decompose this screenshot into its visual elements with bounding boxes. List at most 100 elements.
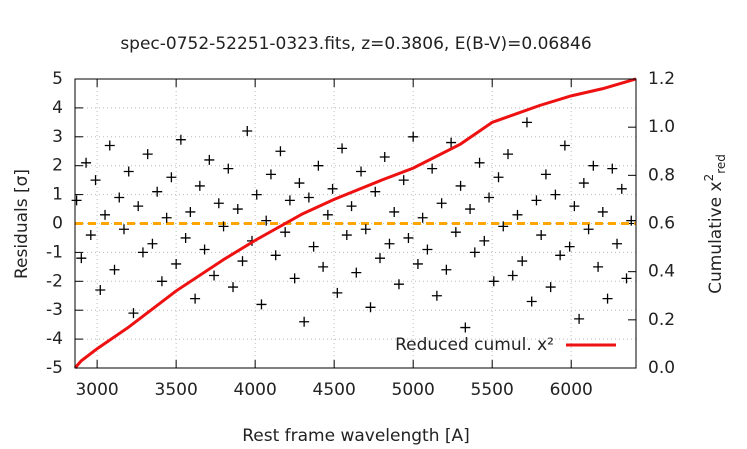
residual-point [431,290,442,301]
residual-point [422,244,433,255]
residual-point [147,238,158,249]
residual-point [502,149,513,160]
residual-point [450,227,461,238]
y-tick-label: 5 [52,69,63,89]
y-tick-label: -4 [46,329,63,349]
y2-tick-label: 0.0 [648,358,675,378]
residual-point [128,308,139,319]
residual-point [507,270,518,281]
residual-point [460,322,471,333]
residual-point [133,201,144,212]
residual-point [318,261,329,272]
residual-point [265,169,276,180]
residual-point [261,215,272,226]
residual-point [171,258,182,269]
residual-point [408,131,419,142]
residual-point [493,172,504,183]
chart-title: spec-0752-52251-0323.fits, z=0.3806, E(B… [120,34,591,54]
residual-point [559,140,570,151]
residual-point [270,250,281,261]
residual-point [175,134,186,145]
residual-point [327,183,338,194]
y2-tick-label: 0.2 [648,310,675,330]
residual-point [593,261,604,272]
residual-point [242,126,253,137]
residual-point [446,137,457,148]
residual-point [465,204,476,215]
y-tick-label: -2 [46,271,63,291]
residual-point [517,256,528,267]
residual-point [621,273,632,284]
y2-label-text: Cumulative x [706,181,726,294]
residual-point [578,178,589,189]
residual-point [280,227,291,238]
residual-point [474,157,485,168]
residual-point [142,149,153,160]
x-tick-label: 6000 [550,380,593,400]
residual-point [137,247,148,258]
residual-point [299,316,310,327]
plot-frame [74,78,637,369]
y2-axis-label: Cumulative x2red [702,154,728,294]
x-tick-label: 3000 [75,380,118,400]
residual-point [374,253,385,264]
residual-point [199,244,210,255]
y-tick-label: 3 [52,127,63,147]
residual-point [275,146,286,157]
residual-point [479,235,490,246]
residual-point [588,160,599,171]
residual-point [95,284,106,295]
residual-point [161,212,172,223]
residual-point [412,258,423,269]
residual-point [398,175,409,186]
residual-point [521,117,532,128]
residual-point [71,195,82,206]
residual-point [341,230,352,241]
residual-point [360,224,371,235]
residual-point [114,192,125,203]
x-axis-label: Rest frame wavelength [A] [242,426,470,446]
residual-point [612,238,623,249]
residual-point [232,204,243,215]
y2-tick-label: 0.8 [648,165,675,185]
residual-point [118,224,129,235]
y-axis-label: Residuals [σ] [12,169,32,279]
residual-point [365,302,376,313]
residual-point [393,279,404,290]
residual-point [204,154,215,165]
residual-point [152,186,163,197]
residual-point [237,256,248,267]
y-tick-label: -1 [46,242,63,262]
residual-point [574,313,585,324]
y2-label-sub: red [714,154,728,174]
residual-point [284,195,295,206]
residual-point [351,267,362,278]
residual-point [228,282,239,293]
residual-point [583,224,594,235]
residual-point [185,206,196,217]
residual-point [526,296,537,307]
residual-point [166,172,177,183]
residual-point [218,221,229,232]
residual-point [455,180,466,191]
residual-point [85,230,96,241]
y2-tick-label: 0.6 [648,214,675,234]
y-tick-label: 4 [52,98,63,118]
residual-point [550,189,561,200]
residual-point [251,189,262,200]
y-tick-label: -3 [46,300,63,320]
residual-point [180,232,191,243]
residual-point [484,192,495,203]
residual-point [498,221,509,232]
residual-point [607,163,618,174]
residual-point [512,209,523,220]
cumulative-line [73,77,637,369]
residual-point [332,287,343,298]
residual-point [313,160,324,171]
residual-point [100,209,111,220]
residual-point [441,264,452,275]
residual-point [256,299,267,310]
residual-point [190,293,201,304]
residual-point [109,264,120,275]
